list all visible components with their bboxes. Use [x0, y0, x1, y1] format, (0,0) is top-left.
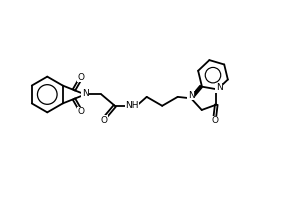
Text: O: O	[78, 107, 85, 116]
Text: O: O	[211, 116, 218, 125]
Text: O: O	[78, 73, 85, 82]
Text: NH: NH	[125, 101, 139, 110]
Text: N: N	[82, 89, 88, 98]
Text: N: N	[188, 91, 194, 100]
Text: O: O	[100, 116, 107, 125]
Text: N: N	[216, 83, 223, 92]
